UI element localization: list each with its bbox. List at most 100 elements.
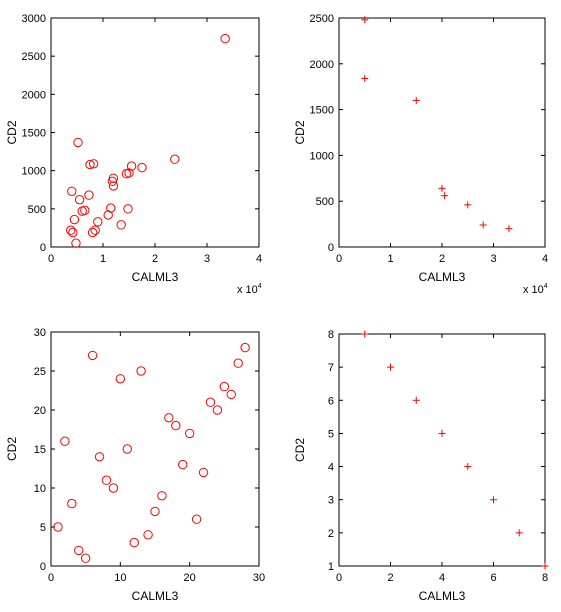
chart2-point [441,192,449,200]
chart1-point [85,159,95,170]
chart1-point [106,203,116,213]
chart4-axes-box [338,333,546,567]
chart3-ytick-label: 25 [34,366,46,378]
chart2-x-multiplier-exponent: 4 [544,283,548,290]
chart4-point [438,429,446,437]
chart4-y-axis-title: CD2 [293,438,307,462]
chart4-point [464,463,472,471]
chart1-x-multiplier: x 104 [237,283,262,296]
chart2-ytick-label: 2500 [310,13,334,25]
chart3-x-axis-title: CALML3 [132,589,179,603]
chart3-point [226,389,236,400]
chart1-xtick-label: 1 [100,253,106,265]
chart3-point [171,420,181,431]
chart3-ytick-label: 10 [34,483,46,495]
chart2-axes-box [338,17,546,248]
chart1-point [170,154,180,164]
chart1-x-multiplier-base: x 10 [237,284,258,296]
chart4-ytick-label: 6 [328,395,334,407]
chart1-point [87,227,98,238]
chart2-point [412,96,420,104]
chart3-point [164,413,174,423]
chart2-ytick-label: 0 [328,242,334,254]
chart1-point [103,210,113,220]
chart1-ytick-label: 3000 [22,13,46,25]
chart1-panel: 0 1 2 3 4 0 500 1000 1500 2000 2500 3000 CALML3 CD2 x … [5,13,262,296]
chart3-point [60,436,70,446]
chart4-ytick-label: 1 [328,561,334,573]
chart4-xtick-label: 8 [542,572,548,584]
chart2-point [361,16,369,24]
chart3-point [87,350,98,361]
chart1-ytick-label: 1500 [22,128,46,140]
chart3-point [101,475,112,485]
chart3-xtick-label: 10 [114,572,126,584]
chart2-point [479,221,487,229]
chart3-ytick-label: 20 [34,405,46,417]
chart3-y-axis-title: CD2 [5,437,19,461]
chart4-point [490,496,497,504]
chart1-point [68,227,78,238]
chart2-ytick-label: 2000 [310,59,334,71]
chart4-ytick-label: 8 [328,329,334,341]
chart3-panel: 0 10 20 30 0 5 10 15 20 25 30 CALML3 CD2 [5,327,265,603]
chart1-ytick-label: 500 [28,204,46,216]
chart3-point [205,397,216,407]
chart1-xtick-label: 4 [256,253,262,265]
chart2-ytick-label: 1500 [310,105,334,117]
chart4-ytick-label: 2 [328,528,334,540]
chart1-point [116,220,126,230]
chart2-point [464,201,472,209]
chart3-point [143,530,153,540]
chart1-point [77,206,87,216]
chart3-point [122,444,132,454]
chart1-point [71,238,81,248]
chart3-xtick-label: 0 [48,572,54,584]
chart4-xtick-label: 0 [336,572,342,584]
chart2-xtick-label: 0 [336,253,342,265]
chart1-point [88,159,99,169]
chart1-point [137,162,147,173]
chart2-ytick-label: 1000 [310,150,334,162]
chart3-point [198,467,209,478]
chart3-point [67,498,77,509]
chart1-point [126,161,137,171]
chart3-point [191,514,202,524]
chart3-point [150,506,160,517]
chart2-xtick-label: 3 [490,253,496,265]
chart2-x-multiplier-base: x 10 [523,284,544,296]
chart3-point [108,483,119,493]
chart1-point [90,225,100,235]
chart4-ytick-label: 3 [328,495,334,507]
chart3-point [129,537,139,548]
chart3-point [184,428,195,439]
chart3-ytick-label: 15 [34,444,46,456]
chart4-point [387,363,394,371]
chart1-point [66,225,76,235]
chart1-point [93,217,103,227]
chart1-y-axis-title: CD2 [5,120,19,144]
chart2-xtick-label: 1 [387,253,393,265]
chart1-ytick-label: 2500 [22,51,46,63]
chart3-axes-box [50,331,260,567]
chart3-point [53,522,63,532]
chart1-point [121,169,132,179]
chart3-ytick-label: 30 [34,327,46,339]
chart1-point [108,181,119,191]
chart2-x-multiplier: x 104 [523,283,548,296]
chart4-x-axis-title: CALML3 [419,589,466,603]
chart3-point [136,366,146,376]
chart3-ytick-label: 5 [40,522,46,534]
chart4-point [515,529,523,537]
chart1-point [107,176,118,187]
chart2-xtick-label: 2 [439,253,445,265]
chart4-panel: 0 2 4 6 8 1 2 3 4 5 6 7 8 CALML3 CD2 [293,329,549,603]
chart2-point [361,74,369,82]
chart1-axes-box [50,17,260,248]
chart1-point [73,137,83,148]
chart4-xtick-label: 4 [439,572,445,584]
chart2-point [505,225,513,233]
chart3-point [80,553,91,563]
